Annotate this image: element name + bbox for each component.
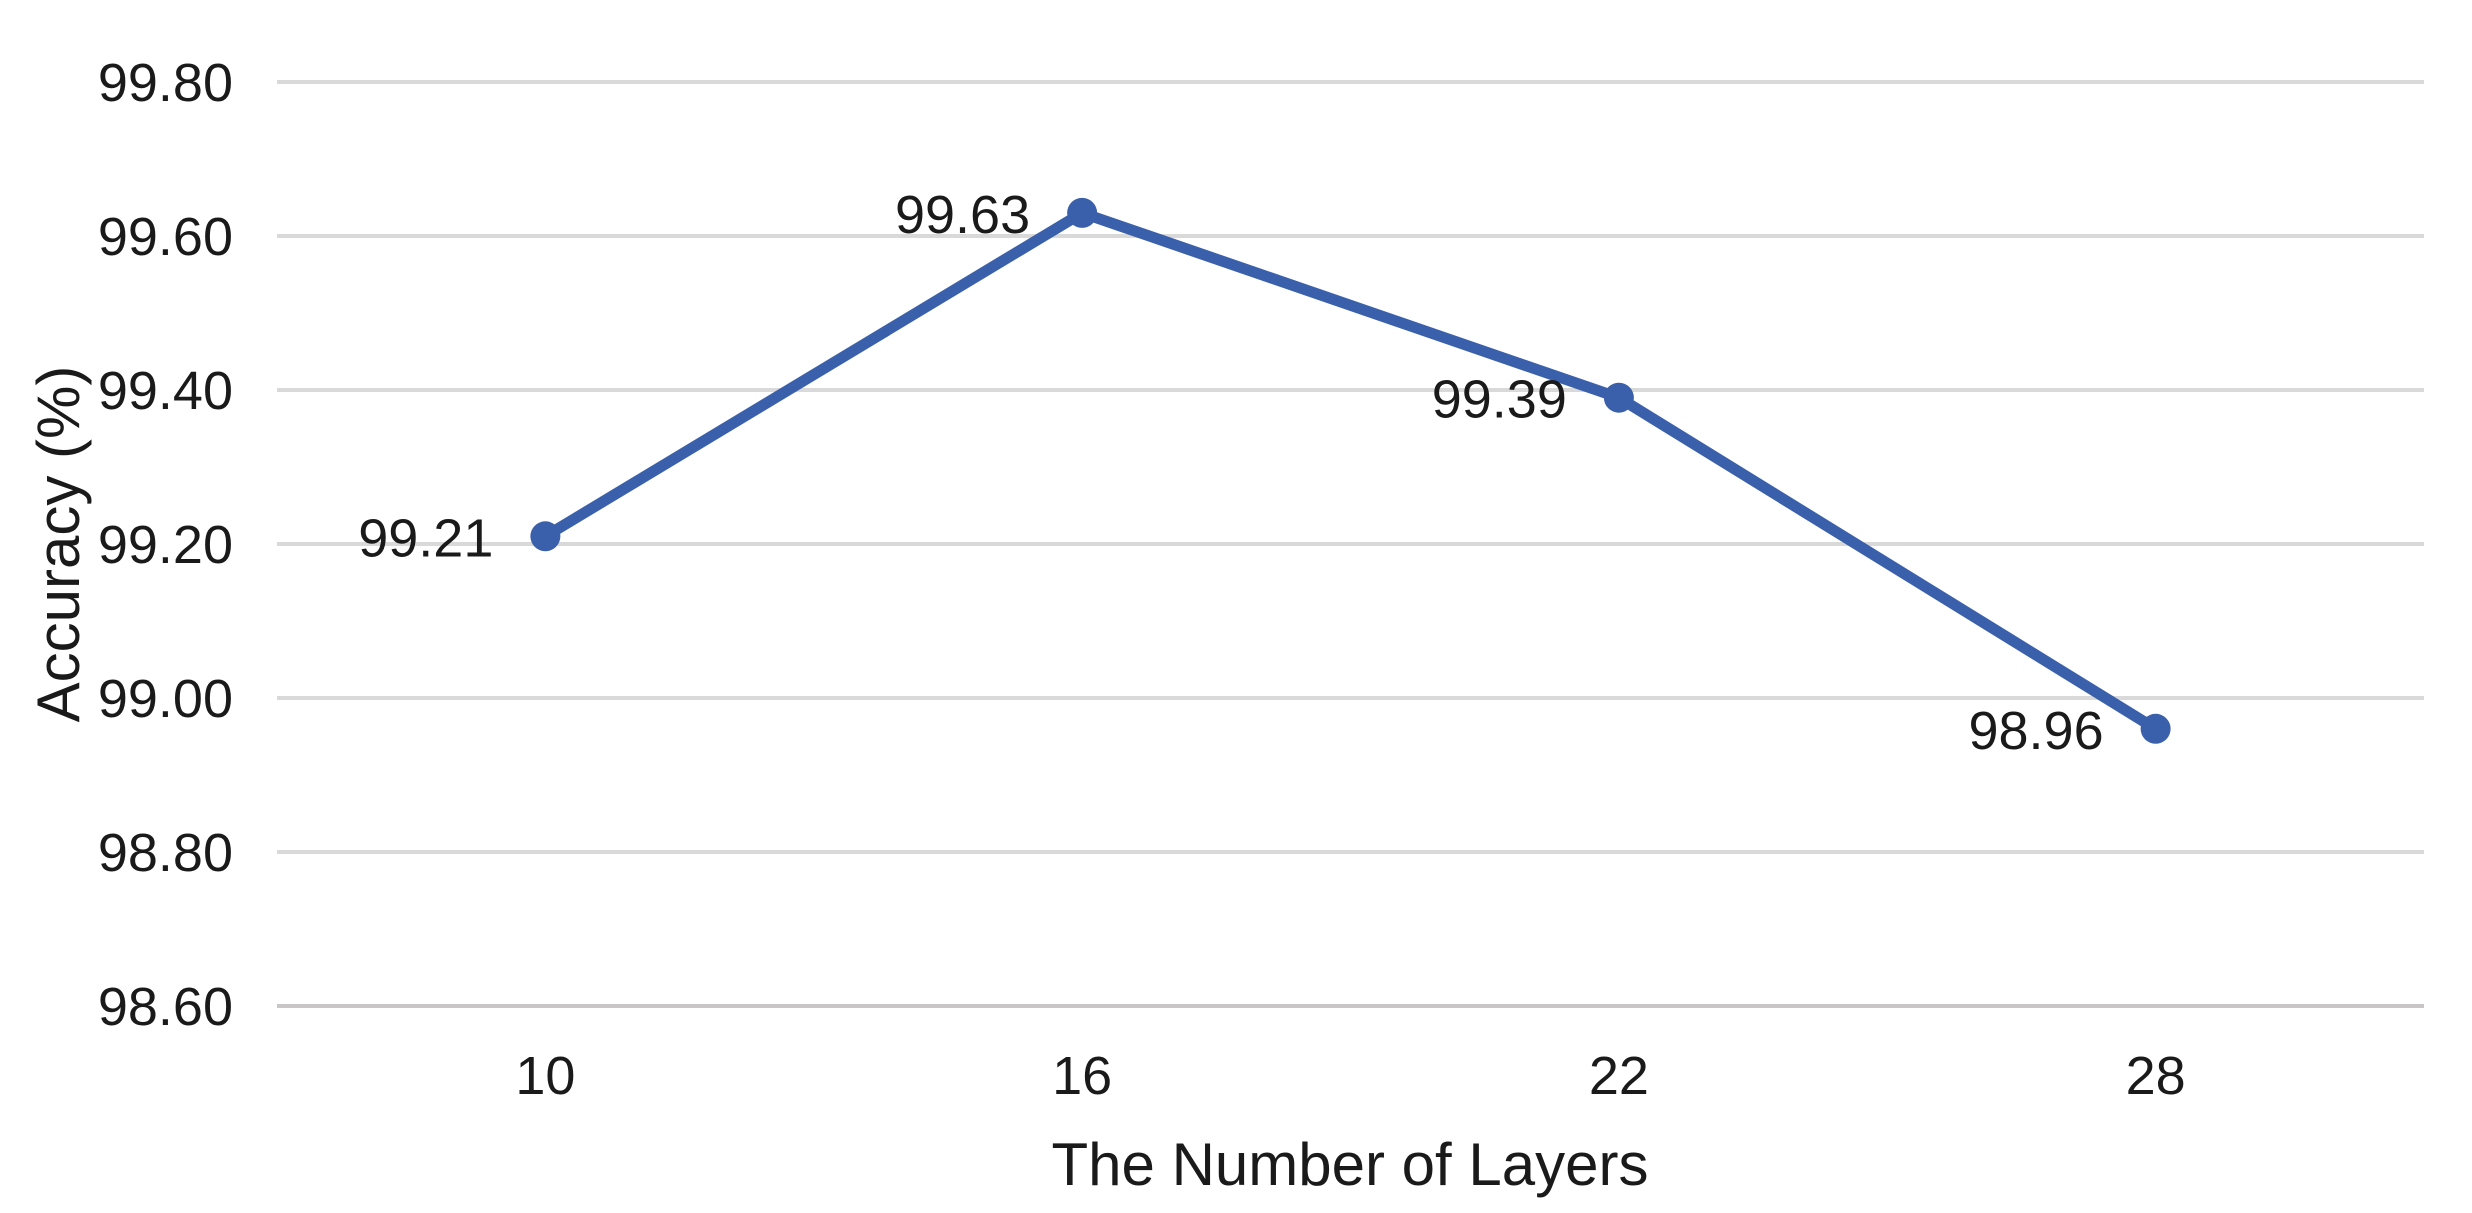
y-tick-label: 98.80 [98,823,233,883]
y-tick-label: 99.40 [98,361,233,421]
series-line [539,207,2162,735]
data-point-marker [2140,713,2171,744]
y-tick-label: 98.60 [98,977,233,1037]
data-point-label: 98.96 [1968,701,2103,761]
data-point-label: 99.63 [895,185,1030,245]
data-point-label: 99.39 [1432,370,1567,430]
data-point-marker [1067,197,1098,228]
x-tick-label: 28 [2126,1046,2186,1106]
y-axis-title: Accuracy (%) [25,365,92,723]
y-tick-label: 99.20 [98,515,233,575]
data-point-label: 99.21 [358,508,493,568]
x-tick-label: 16 [1052,1046,1112,1106]
x-axis-title: The Number of Layers [1051,1131,1649,1198]
y-tick-label: 99.00 [98,669,233,729]
data-point-marker [530,521,561,552]
data-point-marker [1603,382,1634,413]
x-tick-label: 10 [515,1046,575,1106]
x-tick-label: 22 [1589,1046,1649,1106]
y-tick-label: 99.60 [98,207,233,267]
y-tick-label: 99.80 [98,53,233,113]
